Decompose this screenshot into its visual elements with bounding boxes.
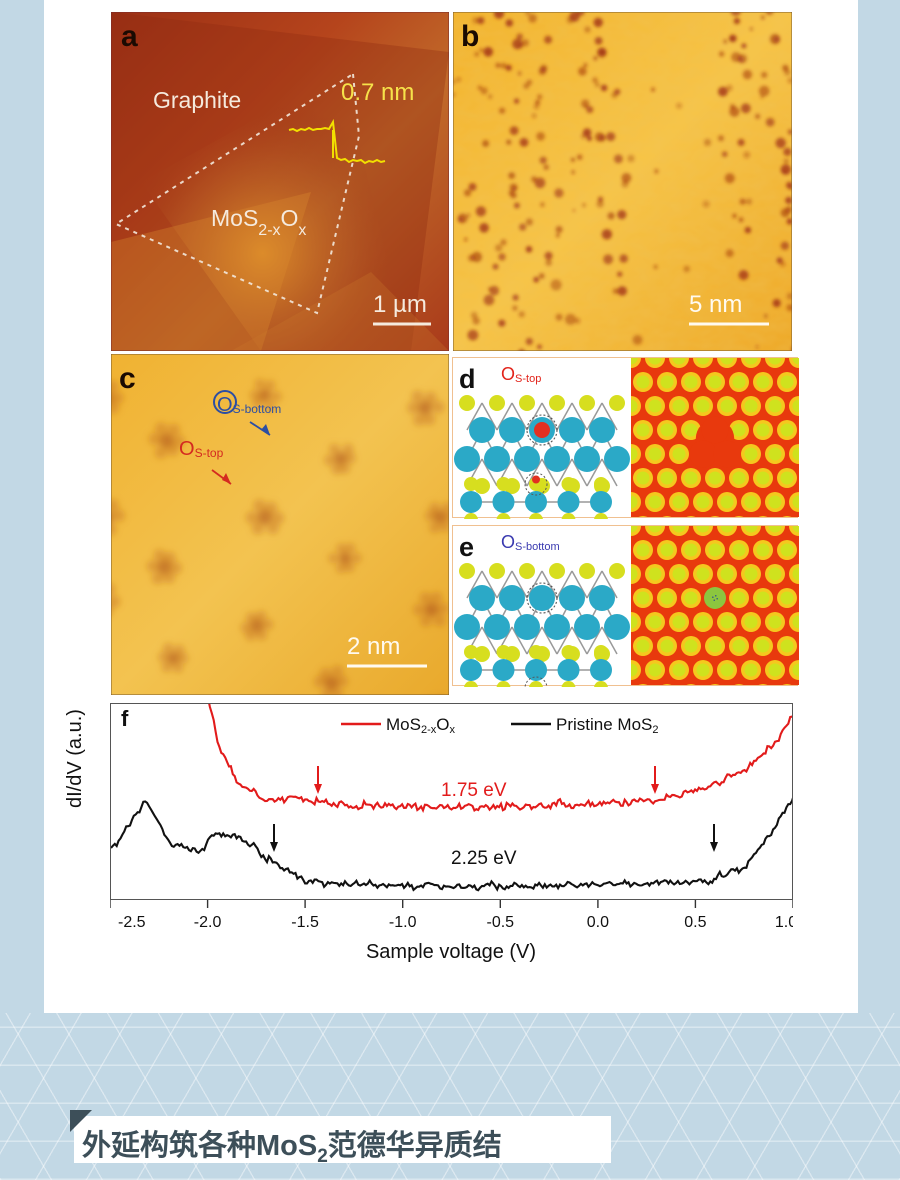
svg-text:-2.0: -2.0 bbox=[194, 914, 222, 931]
svg-text:-1.0: -1.0 bbox=[389, 914, 417, 931]
svg-text:1.0: 1.0 bbox=[775, 914, 793, 931]
svg-text:e: e bbox=[459, 532, 474, 562]
svg-text:5 nm: 5 nm bbox=[689, 291, 742, 318]
svg-text:2 nm: 2 nm bbox=[347, 633, 400, 660]
svg-text:0.0: 0.0 bbox=[587, 914, 609, 931]
svg-text:Pristine MoS2: Pristine MoS2 bbox=[556, 715, 659, 736]
svg-text:-2.5: -2.5 bbox=[118, 914, 146, 931]
svg-text:2.25 eV: 2.25 eV bbox=[451, 848, 517, 869]
svg-text:f: f bbox=[121, 706, 129, 731]
svg-text:-1.5: -1.5 bbox=[291, 914, 319, 931]
svg-text:a: a bbox=[121, 20, 138, 53]
svg-text:1.75 eV: 1.75 eV bbox=[441, 780, 507, 801]
svg-text:Graphite: Graphite bbox=[153, 87, 241, 113]
svg-text:0.5: 0.5 bbox=[684, 914, 706, 931]
svg-text:c: c bbox=[119, 362, 136, 395]
svg-text:Sample voltage (V): Sample voltage (V) bbox=[366, 941, 536, 963]
svg-text:-0.5: -0.5 bbox=[487, 914, 515, 931]
svg-text:MoS2-xOx: MoS2-xOx bbox=[386, 715, 455, 736]
svg-text:b: b bbox=[461, 20, 479, 53]
svg-text:0.7 nm: 0.7 nm bbox=[341, 79, 414, 106]
svg-text:OS-bottom: OS-bottom bbox=[501, 532, 560, 553]
svg-text:1 µm: 1 µm bbox=[373, 291, 427, 318]
svg-text:d: d bbox=[459, 364, 476, 394]
svg-text:OS-top: OS-top bbox=[501, 364, 541, 385]
